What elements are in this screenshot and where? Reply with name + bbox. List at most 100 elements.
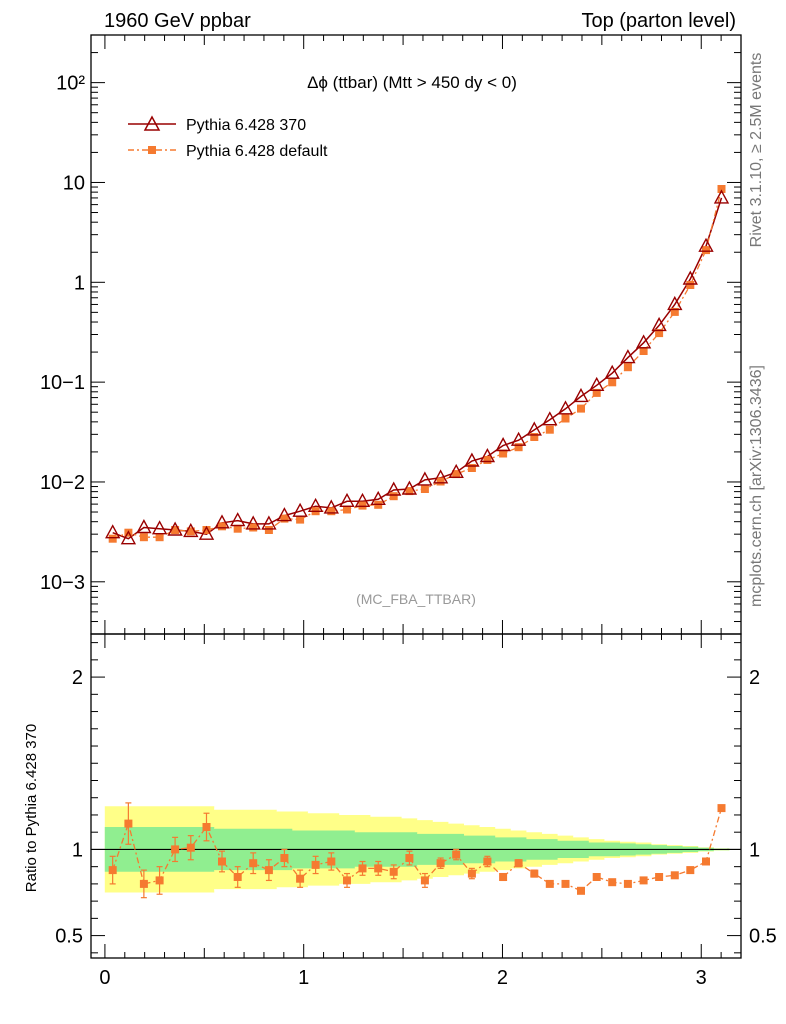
ratio-ytick-label-right: 0.5 <box>749 926 777 948</box>
header-process: Top (parton level) <box>581 10 736 32</box>
legend-square-marker <box>148 146 156 154</box>
ratio-point <box>374 864 383 873</box>
series-default-point <box>420 485 429 493</box>
ratio-point <box>420 876 429 885</box>
ratio-point <box>452 850 461 859</box>
ratio-point <box>108 866 117 875</box>
ratio-point <box>499 873 508 881</box>
ratio-point <box>280 854 289 862</box>
series-370-point <box>698 237 714 252</box>
series-default-point <box>139 533 148 542</box>
series-default-point <box>218 522 226 531</box>
series-default-point <box>296 515 305 524</box>
ratio-ytick-label-right: 2 <box>749 667 760 689</box>
ratio-point <box>577 886 585 895</box>
series-370-point <box>151 520 168 535</box>
series-default-point <box>577 404 585 413</box>
series-370-point <box>339 492 355 507</box>
mcplots-label: mcplots.cern.ch [arXiv:1306.3436] <box>748 365 765 607</box>
series-default-point <box>670 307 679 316</box>
series-370-point <box>526 421 542 436</box>
series-default-point <box>202 526 211 534</box>
ratio-line <box>112 807 723 892</box>
series-370-point <box>620 349 636 364</box>
series-default-point <box>264 526 273 534</box>
ratio-point <box>233 873 242 881</box>
series-default-point <box>343 505 351 514</box>
series-default-point <box>108 534 117 543</box>
series-default-point <box>702 246 710 255</box>
series-370-point <box>401 480 418 495</box>
series-default-point <box>717 185 726 193</box>
series-370-point <box>635 334 652 349</box>
series-default-point <box>608 378 617 387</box>
series-370-point <box>386 481 402 496</box>
ratio-point <box>327 857 336 866</box>
series-370-point <box>573 387 589 403</box>
main-ytick-label: 1 <box>74 272 85 294</box>
analysis-tag: (MC_FBA_TTBAR) <box>356 591 476 607</box>
series-370-point <box>105 524 121 539</box>
series-370-point <box>198 525 215 540</box>
series-370-point <box>136 519 152 534</box>
ratio-ytick-label: 0.5 <box>55 926 83 948</box>
series-370-point <box>667 295 683 311</box>
series-370-point <box>557 400 574 415</box>
ratio-point <box>249 859 258 868</box>
series-370-point <box>276 507 293 522</box>
series-default-point <box>561 414 570 423</box>
series-370-point <box>307 497 324 512</box>
ratio-point <box>358 864 367 873</box>
chart-title: Δϕ (ttbar) (Mtt > 450 dy < 0) <box>307 73 517 92</box>
series-default-point <box>452 470 461 479</box>
ratio-point <box>389 867 398 876</box>
ratio-point <box>623 879 632 888</box>
ratio-point <box>545 879 554 888</box>
ratio-uncertainty-bands <box>91 806 741 893</box>
ratio-point <box>717 804 726 813</box>
ratio-point <box>483 857 492 866</box>
series-default-point <box>467 464 476 472</box>
series-370-point <box>120 530 137 545</box>
ratio-point <box>264 866 273 875</box>
series-370-point <box>370 490 386 505</box>
series-370-point <box>167 521 183 536</box>
ratio-point <box>311 860 320 869</box>
series-default-point <box>639 347 648 355</box>
series-default-point <box>623 363 632 372</box>
series-370-point <box>354 492 371 507</box>
series-default-point <box>436 477 445 486</box>
ratio-point <box>686 866 695 875</box>
series-default-point <box>186 527 195 536</box>
series-370-point <box>542 411 558 426</box>
ratio-point <box>171 845 180 854</box>
series-370-point <box>323 499 339 514</box>
main-ytick-label: 10−3 <box>40 572 85 594</box>
xtick-label: 0 <box>99 967 110 989</box>
series-default-point <box>483 456 492 464</box>
legend-label-370: Pythia 6.428 370 <box>186 117 306 134</box>
main-panel-axes: 10−3 10−2 10−1 1 10 10² <box>40 34 742 635</box>
ratio-point <box>670 871 679 880</box>
ratio-point <box>436 859 445 868</box>
series-default-point <box>280 514 289 523</box>
series-370-point <box>713 189 730 204</box>
ratio-point <box>405 854 414 862</box>
ratio-point <box>608 878 617 887</box>
main-ytick-label: 10² <box>56 73 85 95</box>
legend-label-default: Pythia 6.428 default <box>186 143 328 160</box>
legend-triangle-marker <box>143 115 161 131</box>
series-370-point <box>682 270 698 285</box>
series-370-line <box>112 197 723 540</box>
series-default-point <box>530 433 539 441</box>
series-370-point <box>589 376 605 391</box>
ratio-point <box>186 843 195 852</box>
series-default-point <box>545 425 554 434</box>
main-ytick-label: 10−1 <box>40 372 85 394</box>
series-370-point <box>604 364 620 379</box>
xtick-label: 2 <box>497 967 508 989</box>
series-370-point <box>417 471 433 486</box>
series-370-point <box>464 452 480 467</box>
ratio-point <box>530 869 539 878</box>
